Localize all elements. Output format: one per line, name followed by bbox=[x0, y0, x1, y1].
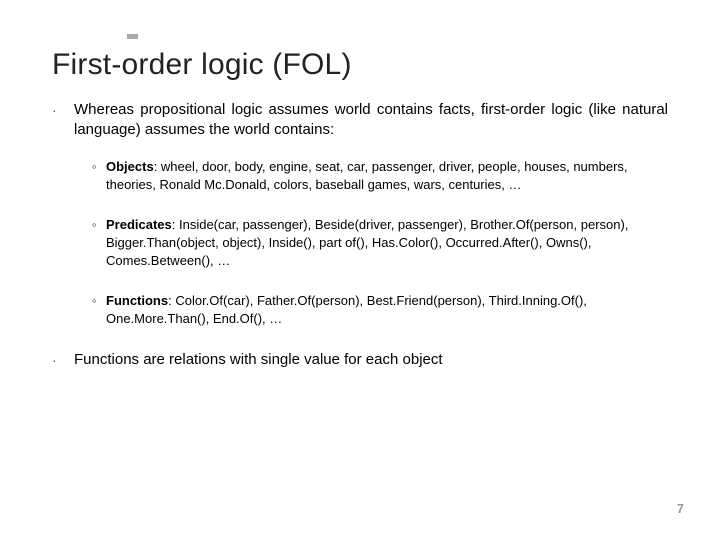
list-item: ◦ Objects: wheel, door, body, engine, se… bbox=[92, 158, 668, 194]
item-label: Functions bbox=[106, 293, 168, 308]
sub-bullet-icon: ◦ bbox=[92, 158, 106, 194]
closing-text: Functions are relations with single valu… bbox=[74, 350, 668, 370]
slide-title: First-order logic (FOL) bbox=[52, 48, 668, 82]
sub-bullet-icon: ◦ bbox=[92, 292, 106, 328]
item-desc: : wheel, door, body, engine, seat, car, … bbox=[106, 159, 628, 192]
bullet-icon: · bbox=[52, 350, 74, 370]
item-desc: : Color.Of(car), Father.Of(person), Best… bbox=[106, 293, 587, 326]
sub-bullet-icon: ◦ bbox=[92, 216, 106, 270]
bullet-icon: · bbox=[52, 100, 74, 140]
list-item: ◦ Predicates: Inside(car, passenger), Be… bbox=[92, 216, 668, 270]
page-number: 7 bbox=[677, 501, 684, 516]
sub-item-text: Objects: wheel, door, body, engine, seat… bbox=[106, 158, 668, 194]
intro-item: · Whereas propositional logic assumes wo… bbox=[52, 100, 668, 140]
sub-item-text: Functions: Color.Of(car), Father.Of(pers… bbox=[106, 292, 668, 328]
item-label: Objects bbox=[106, 159, 154, 174]
sub-list: ◦ Objects: wheel, door, body, engine, se… bbox=[92, 158, 668, 328]
item-desc: : Inside(car, passenger), Beside(driver,… bbox=[106, 217, 628, 268]
item-label: Predicates bbox=[106, 217, 172, 232]
sub-item-text: Predicates: Inside(car, passenger), Besi… bbox=[106, 216, 668, 270]
closing-item: · Functions are relations with single va… bbox=[52, 350, 668, 370]
list-item: ◦ Functions: Color.Of(car), Father.Of(pe… bbox=[92, 292, 668, 328]
slide: First-order logic (FOL) · Whereas propos… bbox=[0, 0, 720, 540]
decorative-bar bbox=[127, 34, 138, 39]
intro-text: Whereas propositional logic assumes worl… bbox=[74, 100, 668, 140]
